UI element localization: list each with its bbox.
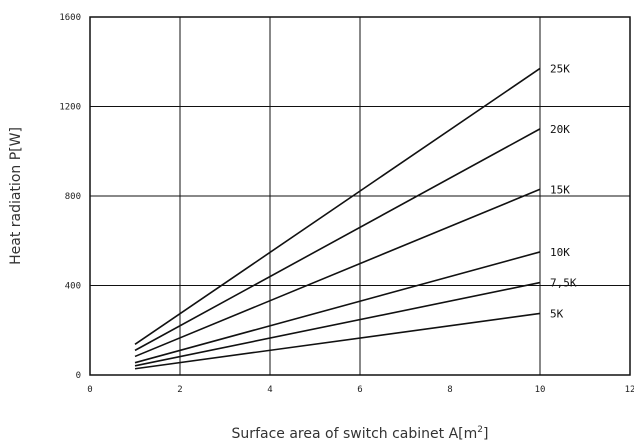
- x-tick-label-10: 10: [535, 385, 546, 395]
- x-tick-label-6: 6: [357, 385, 362, 395]
- series-line-3: [134, 251, 541, 364]
- y-tick-label-1600: 1600: [59, 13, 81, 23]
- x-tick-label-12: 12: [625, 385, 634, 395]
- series-line-5: [134, 312, 541, 370]
- x-axis-title: Surface area of switch cabinet A[m2]: [232, 425, 489, 442]
- x-axis-title-main: Surface area of switch cabinet A[m: [232, 426, 478, 442]
- series-labels: 25K 20K 15K 10K 7,5K 5K: [550, 62, 577, 320]
- series-line-2: [134, 188, 541, 358]
- series-label-2: 15K: [550, 183, 570, 196]
- series-line-0: [134, 67, 541, 346]
- y-tick-label-400: 400: [65, 282, 81, 292]
- x-tick-label-2: 2: [177, 385, 182, 395]
- plot-frame: [89, 16, 631, 376]
- x-tick-label-8: 8: [447, 385, 452, 395]
- series-line-4: [134, 281, 541, 367]
- x-tick-label-4: 4: [267, 385, 272, 395]
- tick-labels: 0 400 800 1200 1600 0 2 4 6 8 10 12: [59, 13, 634, 395]
- series-label-3: 10K: [550, 246, 570, 259]
- y-tick-label-0: 0: [76, 371, 81, 381]
- x-axis-title-superscript: 2: [477, 425, 483, 435]
- series-label-0: 25K: [550, 62, 570, 75]
- x-tick-label-0: 0: [87, 385, 92, 395]
- x-axis-title-suffix: ]: [483, 426, 488, 442]
- grid-lines: [90, 17, 630, 375]
- series-line-1: [134, 128, 541, 352]
- y-tick-label-1200: 1200: [59, 103, 81, 113]
- y-axis-title: Heat radiation P[W]: [8, 127, 24, 265]
- series-label-5: 5K: [550, 307, 564, 320]
- y-tick-label-800: 800: [65, 192, 81, 202]
- series-lines: [134, 67, 541, 370]
- series-label-1: 20K: [550, 123, 570, 136]
- series-label-4: 7,5K: [550, 277, 577, 290]
